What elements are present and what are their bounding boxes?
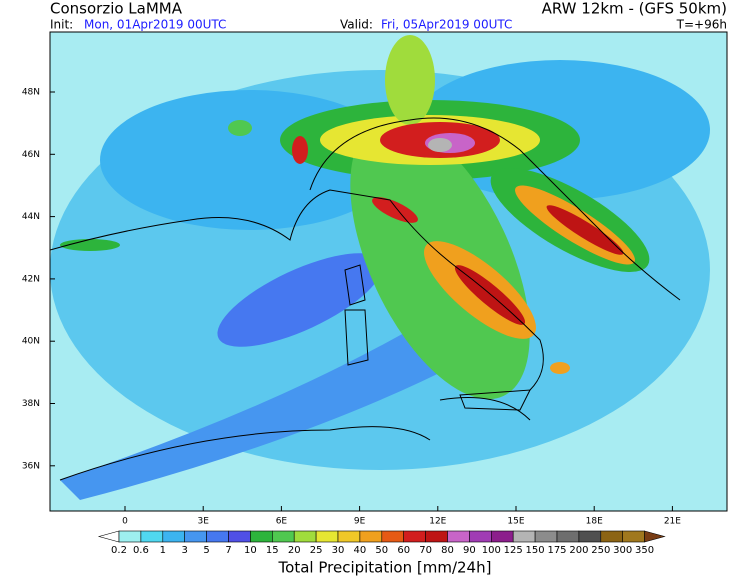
lon-label: 9E xyxy=(354,517,366,527)
valid-label: Valid: xyxy=(340,18,373,32)
model: ARW 12km - (GFS 50km) xyxy=(542,0,727,18)
colorbar-box xyxy=(206,530,229,543)
colorbar-level: 0.2 xyxy=(111,545,127,556)
colorbar-end xyxy=(97,530,120,543)
colorbar-level: 1 xyxy=(160,545,166,556)
colorbar-box xyxy=(469,530,492,543)
colorbar-box xyxy=(228,530,251,543)
lon-label: 21E xyxy=(664,517,681,527)
colorbar-level: 5 xyxy=(203,545,209,556)
colorbar-level: 0.6 xyxy=(133,545,149,556)
lon-label: 3E xyxy=(197,517,209,527)
colorbar-level: 20 xyxy=(288,545,301,556)
colorbar-level: 250 xyxy=(591,545,610,556)
colorbar-box xyxy=(556,530,580,543)
colorbar-level: 7 xyxy=(225,545,231,556)
colorbar-level: 300 xyxy=(613,545,632,556)
colorbar-box xyxy=(293,530,317,543)
colorbar-level: 150 xyxy=(526,545,545,556)
colorbar-level: 90 xyxy=(463,545,476,556)
colorbar-end xyxy=(644,530,666,543)
colorbar-level: 70 xyxy=(419,545,432,556)
colorbar-box xyxy=(359,530,383,543)
colorbar-box xyxy=(600,530,623,543)
title: Consorzio LaMMA xyxy=(50,0,183,18)
lat-label: 42N xyxy=(22,274,40,284)
lat-label: 38N xyxy=(22,399,40,409)
colorbar-box xyxy=(447,530,470,543)
lon-label: 15E xyxy=(507,517,524,527)
valid-time: Fri, 05Apr2019 00UTC xyxy=(381,18,512,32)
colorbar-box xyxy=(250,530,273,543)
colorbar-level: 40 xyxy=(354,545,367,556)
lat-label: 48N xyxy=(22,88,40,98)
colorbar-level: 50 xyxy=(375,545,388,556)
colorbar-box xyxy=(403,530,426,543)
colorbar-level: 15 xyxy=(266,545,279,556)
colorbar-box xyxy=(184,530,207,543)
colorbar-box xyxy=(534,530,558,543)
colorbar-level: 200 xyxy=(569,545,588,556)
colorbar-box xyxy=(271,530,295,543)
colorbar-level: 125 xyxy=(504,545,523,556)
colorbar-box xyxy=(337,530,361,543)
lon-label: 0 xyxy=(122,517,128,527)
colorbar-box xyxy=(578,530,602,543)
lon-label: 12E xyxy=(429,517,446,527)
colorbar-box xyxy=(425,530,448,543)
colorbar-level: 80 xyxy=(441,545,454,556)
lat-label: 36N xyxy=(22,461,40,471)
colorbar-box xyxy=(118,530,142,543)
init-label: Init: xyxy=(50,18,73,32)
colorbar-level: 350 xyxy=(635,545,654,556)
lead-time: T=+96h xyxy=(676,18,727,32)
lon-label: 18E xyxy=(586,517,603,527)
colorbar-box xyxy=(381,530,404,543)
lat-label: 46N xyxy=(22,150,40,160)
colorbar-box xyxy=(490,530,514,543)
colorbar-box xyxy=(512,530,536,543)
init-time: Mon, 01Apr2019 00UTC xyxy=(84,18,226,32)
colorbar-level: 3 xyxy=(182,545,188,556)
colorbar-level: 60 xyxy=(397,545,410,556)
colorbar-box xyxy=(162,530,186,543)
colorbar-level: 10 xyxy=(244,545,257,556)
map xyxy=(49,31,728,512)
lat-label: 44N xyxy=(22,212,40,222)
colorbar-level: 175 xyxy=(547,545,566,556)
colorbar-label: Total Precipitation [mm/24h] xyxy=(278,559,492,577)
colorbar-box xyxy=(315,530,339,543)
colorbar-level: 25 xyxy=(310,545,323,556)
colorbar-box xyxy=(622,530,645,543)
colorbar-level: 100 xyxy=(482,545,501,556)
colorbar-level: 30 xyxy=(332,545,345,556)
colorbar-box xyxy=(140,530,164,543)
lon-label: 6E xyxy=(276,517,288,527)
lat-label: 40N xyxy=(22,337,40,347)
